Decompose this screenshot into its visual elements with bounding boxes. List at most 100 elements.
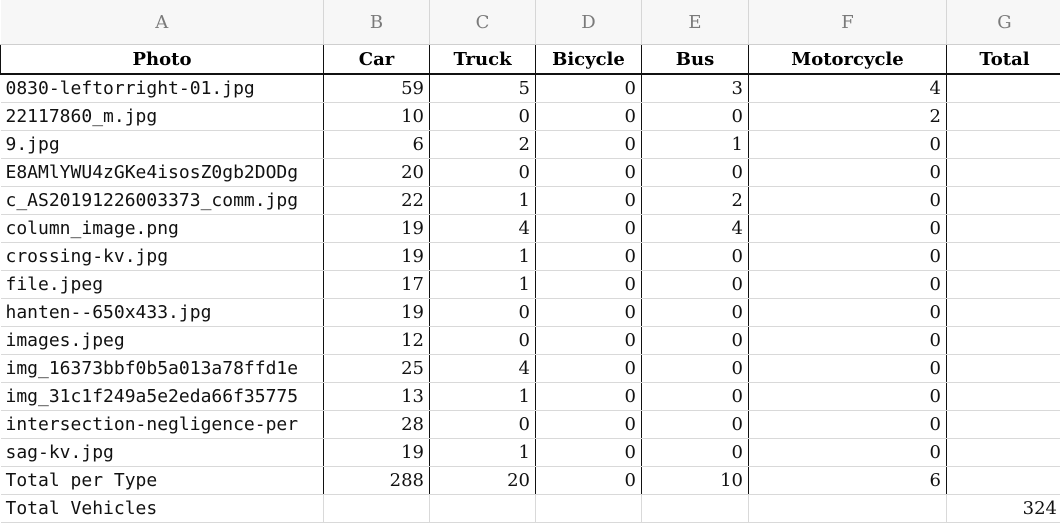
cell-photo[interactable]: column_image.png — [0, 214, 324, 243]
cell-truck[interactable]: 20 — [429, 466, 536, 495]
cell-bicycle[interactable]: 0 — [535, 466, 642, 495]
cell-truck[interactable]: 1 — [429, 270, 536, 299]
cell-bus[interactable]: 0 — [641, 102, 749, 131]
column-header-e[interactable]: E — [641, 0, 749, 45]
cell-total[interactable] — [946, 158, 1060, 187]
cell-truck[interactable]: 0 — [429, 326, 536, 355]
cell-bicycle[interactable]: 0 — [535, 158, 642, 187]
cell-photo[interactable]: file.jpeg — [0, 270, 324, 299]
cell-truck[interactable]: 4 — [429, 354, 536, 383]
cell-car[interactable]: 28 — [323, 410, 430, 439]
header-cell-motorcycle[interactable]: Motorcycle — [748, 44, 947, 75]
cell-total[interactable] — [946, 214, 1060, 243]
cell-car[interactable]: 22 — [323, 186, 430, 215]
cell-bicycle[interactable]: 0 — [535, 270, 642, 299]
cell-photo[interactable]: img_31c1f249a5e2eda66f35775 — [0, 382, 324, 411]
cell-bus[interactable]: 10 — [641, 466, 749, 495]
header-cell-car[interactable]: Car — [323, 44, 430, 75]
cell-motorcycle[interactable]: 0 — [748, 186, 947, 215]
cell-truck[interactable]: 1 — [429, 438, 536, 467]
cell-total[interactable] — [946, 382, 1060, 411]
cell-total[interactable] — [946, 242, 1060, 271]
cell-motorcycle[interactable]: 0 — [748, 214, 947, 243]
cell-car[interactable]: 19 — [323, 438, 430, 467]
header-cell-photo[interactable]: Photo — [0, 44, 324, 75]
cell-motorcycle[interactable]: 0 — [748, 354, 947, 383]
column-header-d[interactable]: D — [535, 0, 642, 45]
column-header-b[interactable]: B — [323, 0, 430, 45]
cell-car[interactable]: 25 — [323, 354, 430, 383]
cell-truck[interactable]: 0 — [429, 410, 536, 439]
cell-motorcycle[interactable]: 0 — [748, 438, 947, 467]
cell-truck[interactable]: 4 — [429, 214, 536, 243]
cell-car[interactable]: 10 — [323, 102, 430, 131]
cell-bus[interactable]: 0 — [641, 410, 749, 439]
cell-total[interactable] — [946, 354, 1060, 383]
cell-total[interactable] — [946, 270, 1060, 299]
cell-bus[interactable] — [641, 494, 749, 523]
header-cell-total[interactable]: Total — [946, 44, 1060, 75]
cell-photo[interactable]: crossing-kv.jpg — [0, 242, 324, 271]
cell-motorcycle[interactable]: 0 — [748, 382, 947, 411]
header-cell-bus[interactable]: Bus — [641, 44, 749, 75]
cell-photo[interactable]: images.jpeg — [0, 326, 324, 355]
cell-photo[interactable]: 22117860_m.jpg — [0, 102, 324, 131]
cell-motorcycle[interactable]: 0 — [748, 326, 947, 355]
cell-motorcycle[interactable] — [748, 494, 947, 523]
cell-bicycle[interactable]: 0 — [535, 130, 642, 159]
cell-bicycle[interactable]: 0 — [535, 410, 642, 439]
cell-car[interactable]: 19 — [323, 298, 430, 327]
cell-bus[interactable]: 0 — [641, 270, 749, 299]
cell-photo[interactable]: 0830-leftorright-01.jpg — [0, 74, 324, 103]
cell-truck[interactable]: 0 — [429, 298, 536, 327]
cell-bus[interactable]: 0 — [641, 326, 749, 355]
cell-bicycle[interactable] — [535, 494, 642, 523]
cell-total[interactable] — [946, 130, 1060, 159]
cell-truck[interactable]: 1 — [429, 186, 536, 215]
cell-car[interactable]: 20 — [323, 158, 430, 187]
cell-car[interactable]: 12 — [323, 326, 430, 355]
column-header-c[interactable]: C — [429, 0, 536, 45]
cell-bicycle[interactable]: 0 — [535, 214, 642, 243]
cell-bus[interactable]: 0 — [641, 158, 749, 187]
column-header-a[interactable]: A — [0, 0, 324, 45]
cell-photo[interactable]: Total per Type — [0, 466, 324, 495]
cell-motorcycle[interactable]: 0 — [748, 298, 947, 327]
cell-bus[interactable]: 0 — [641, 382, 749, 411]
cell-motorcycle[interactable]: 2 — [748, 102, 947, 131]
header-cell-truck[interactable]: Truck — [429, 44, 536, 75]
cell-photo[interactable]: 9.jpg — [0, 130, 324, 159]
cell-total[interactable] — [946, 438, 1060, 467]
cell-bus[interactable]: 1 — [641, 130, 749, 159]
cell-photo[interactable]: E8AMlYWU4zGKe4isosZ0gb2DODg — [0, 158, 324, 187]
cell-bus[interactable]: 0 — [641, 298, 749, 327]
cell-bicycle[interactable]: 0 — [535, 102, 642, 131]
cell-bicycle[interactable]: 0 — [535, 438, 642, 467]
cell-bicycle[interactable]: 0 — [535, 186, 642, 215]
cell-car[interactable]: 17 — [323, 270, 430, 299]
cell-bicycle[interactable]: 0 — [535, 382, 642, 411]
cell-car[interactable]: 6 — [323, 130, 430, 159]
cell-photo[interactable]: img_16373bbf0b5a013a78ffd1e — [0, 354, 324, 383]
column-header-f[interactable]: F — [748, 0, 947, 45]
cell-total[interactable] — [946, 186, 1060, 215]
cell-car[interactable]: 13 — [323, 382, 430, 411]
cell-bus[interactable]: 0 — [641, 354, 749, 383]
cell-bicycle[interactable]: 0 — [535, 354, 642, 383]
cell-truck[interactable]: 5 — [429, 74, 536, 103]
cell-photo[interactable]: Total Vehicles — [0, 494, 324, 523]
cell-truck[interactable]: 1 — [429, 382, 536, 411]
cell-motorcycle[interactable]: 0 — [748, 410, 947, 439]
cell-bus[interactable]: 3 — [641, 74, 749, 103]
cell-total[interactable] — [946, 298, 1060, 327]
cell-motorcycle[interactable]: 0 — [748, 130, 947, 159]
cell-bus[interactable]: 2 — [641, 186, 749, 215]
cell-motorcycle[interactable]: 6 — [748, 466, 947, 495]
cell-total[interactable] — [946, 466, 1060, 495]
cell-motorcycle[interactable]: 4 — [748, 74, 947, 103]
cell-photo[interactable]: intersection-negligence-per — [0, 410, 324, 439]
header-cell-bicycle[interactable]: Bicycle — [535, 44, 642, 75]
cell-truck[interactable]: 0 — [429, 158, 536, 187]
cell-car[interactable]: 19 — [323, 214, 430, 243]
cell-bus[interactable]: 4 — [641, 214, 749, 243]
